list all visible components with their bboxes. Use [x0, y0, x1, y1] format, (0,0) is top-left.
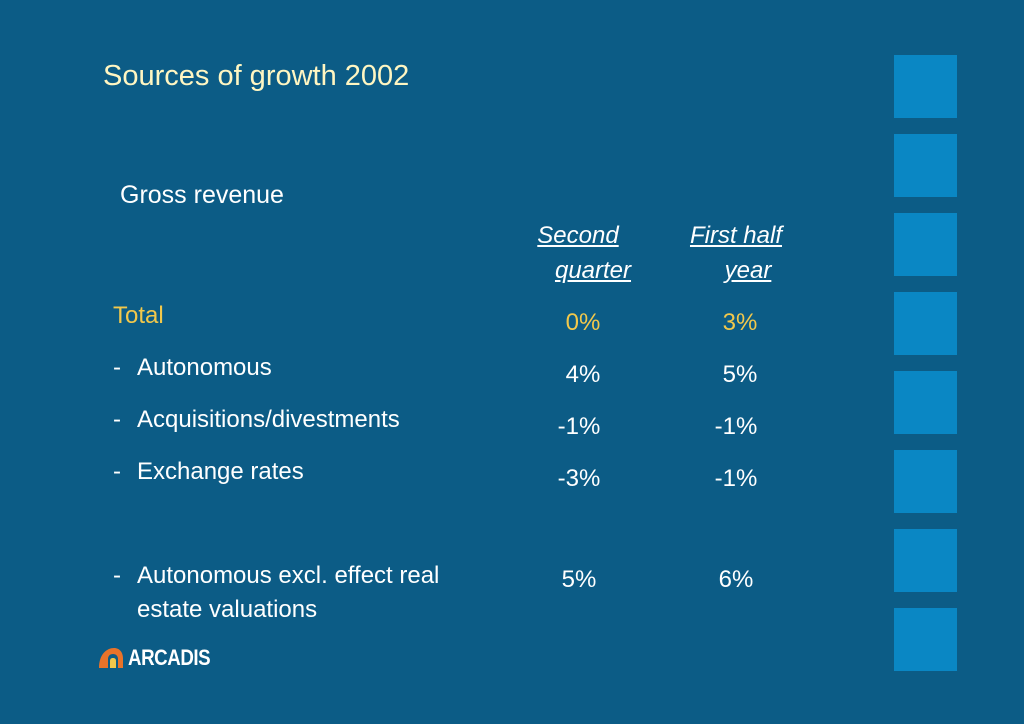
row-label-text: Exchange rates: [137, 458, 304, 485]
decorative-square: [894, 371, 957, 434]
arcadis-logo: ARCADIS: [98, 645, 225, 671]
column-header-line: year: [724, 257, 772, 284]
decorative-square: [894, 213, 957, 276]
arcadis-logo-icon: [99, 648, 123, 668]
column-header-first-half-year: First half year: [676, 218, 802, 288]
decorative-square: [894, 450, 957, 513]
cell-exchange-second-quarter: -3%: [557, 465, 601, 492]
cell-total-second-quarter: 0%: [565, 309, 601, 336]
row-label-text: Autonomous excl. effect real: [137, 562, 440, 589]
row-label-autonomous: - Autonomous: [113, 351, 272, 385]
row-label-autonomous-excl: - Autonomous excl. effect real estate val…: [113, 559, 439, 627]
decorative-square: [894, 55, 957, 118]
decorative-squares: [894, 55, 957, 687]
cell-autonomous-first-half: 5%: [722, 361, 758, 388]
decorative-square: [894, 292, 957, 355]
slide-subtitle: Gross revenue: [120, 181, 284, 209]
cell-exchange-first-half: -1%: [714, 465, 758, 492]
row-dash: -: [113, 562, 121, 589]
decorative-square: [894, 529, 957, 592]
column-header-line: First half: [689, 222, 782, 249]
column-header-line: quarter: [554, 257, 632, 284]
row-label-total: Total: [113, 299, 164, 333]
row-dash: -: [113, 354, 121, 381]
decorative-square: [894, 608, 957, 671]
row-label-acquisitions: - Acquisitions/divestments: [113, 403, 400, 437]
slide-title: Sources of growth 2002: [103, 60, 410, 92]
cell-autonomous-excl-first-half: 6%: [718, 566, 754, 593]
row-label-text-continued: estate valuations: [137, 596, 318, 623]
cell-autonomous-excl-second-quarter: 5%: [561, 566, 597, 593]
column-header-second-quarter: Second quarter: [525, 218, 645, 288]
cell-acquisitions-second-quarter: -1%: [557, 413, 601, 440]
row-label-exchange-rates: - Exchange rates: [113, 455, 304, 489]
column-header-line: Second: [537, 222, 619, 249]
logo-text: ARCADIS: [128, 645, 211, 670]
cell-acquisitions-first-half: -1%: [714, 413, 758, 440]
row-dash: -: [113, 406, 121, 433]
cell-total-first-half: 3%: [722, 309, 758, 336]
row-dash: -: [113, 458, 121, 485]
decorative-square: [894, 134, 957, 197]
row-label-text: Autonomous: [137, 354, 272, 381]
row-label-text: Total: [113, 302, 164, 329]
cell-autonomous-second-quarter: 4%: [565, 361, 601, 388]
row-label-text: Acquisitions/divestments: [137, 406, 400, 433]
